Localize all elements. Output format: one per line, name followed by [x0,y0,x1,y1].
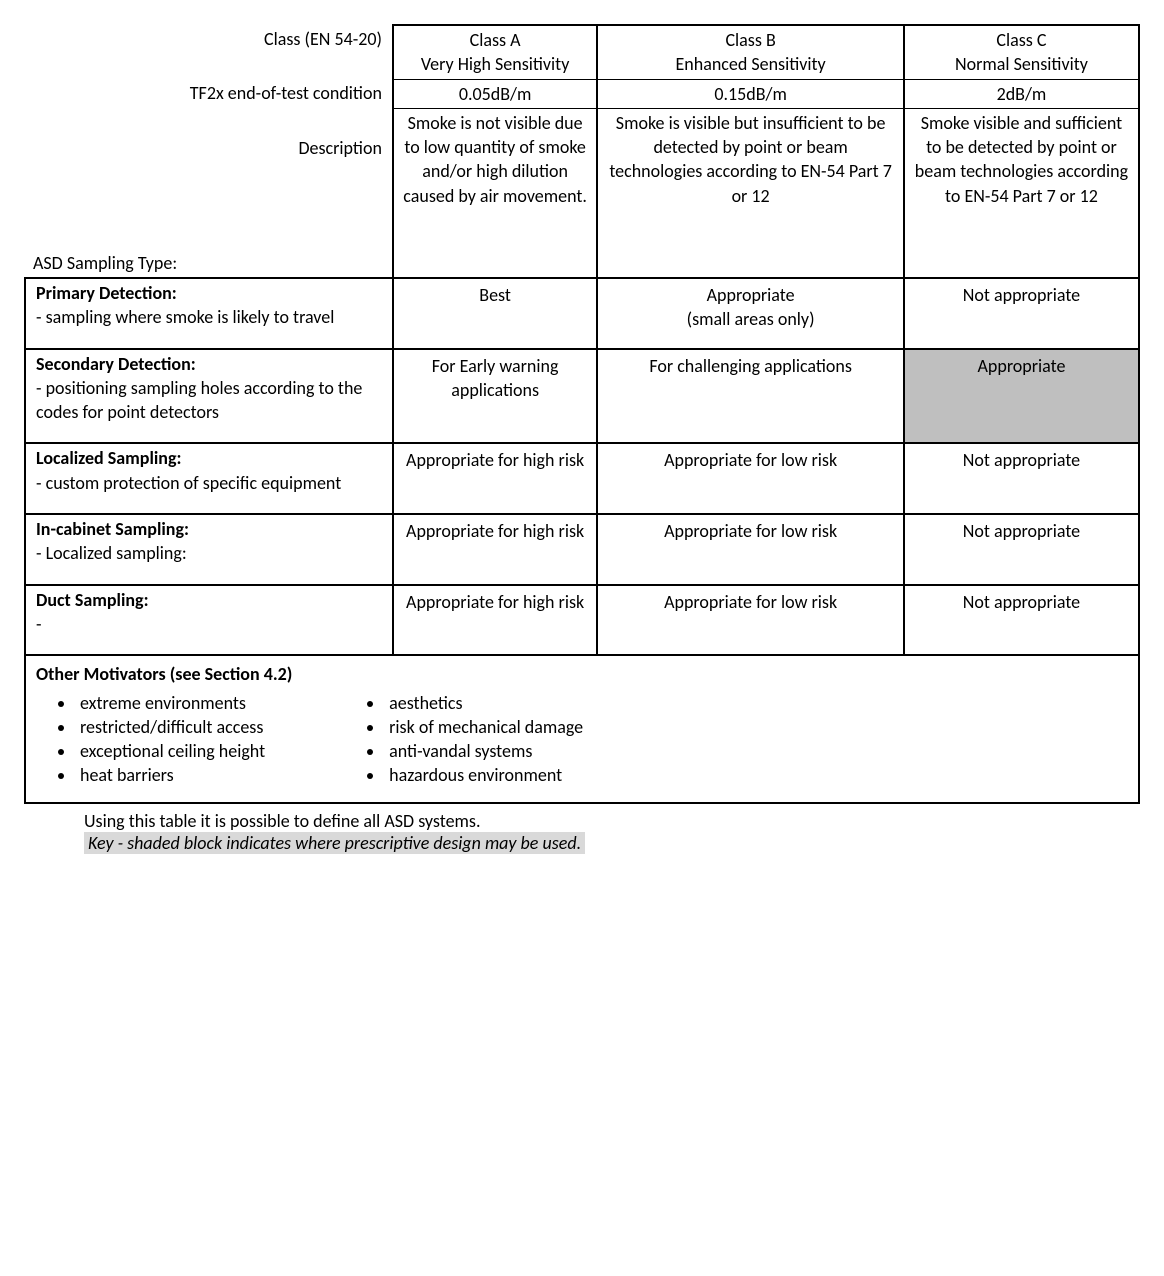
sampling-a-0: Best [393,278,597,349]
motivator-right-2: anti-vandal systems [385,739,583,763]
cell-tf2x-c: 2dB/m [904,79,1139,108]
motivator-left-3: heat barriers [76,763,265,787]
sampling-a-4: Appropriate for high risk [393,585,597,656]
sampling-a-1: For Early warning applications [393,349,597,444]
sampling-row-2: Localized Sampling:- custom protection o… [25,443,1139,514]
cell-desc-c: Smoke visible and sufficient to be detec… [904,108,1139,278]
motivators-row: Other Motivators (see Section 4.2) extre… [25,655,1139,802]
sampling-row-0: Primary Detection:- sampling where smoke… [25,278,1139,349]
sampling-row-1: Secondary Detection:- positioning sampli… [25,349,1139,444]
labels-desc-asd: Description ASD Sampling Type: [25,108,393,278]
sampling-label-2: Localized Sampling:- custom protection o… [25,443,393,514]
sampling-b-3: Appropriate for low risk [597,514,904,585]
label-class: Class (EN 54-20) [25,25,393,79]
footer-line-2: Key - shaded block indicates where presc… [84,832,585,854]
cell-class-c: Class CNormal Sensitivity [904,25,1139,79]
header-row-tf2x: TF2x end-of-test condition 0.05dB/m 0.15… [25,79,1139,108]
motivators-title: Other Motivators (see Section 4.2) [36,662,1128,686]
sampling-a-2: Appropriate for high risk [393,443,597,514]
label-description: Description [33,136,382,160]
sampling-row-4: Duct Sampling:-Appropriate for high risk… [25,585,1139,656]
cell-desc-a: Smoke is not visible due to low quantity… [393,108,597,278]
sampling-b-4: Appropriate for low risk [597,585,904,656]
sampling-c-4: Not appropriate [904,585,1139,656]
motivator-right-3: hazardous environment [385,763,583,787]
sampling-label-0: Primary Detection:- sampling where smoke… [25,278,393,349]
cell-tf2x-b: 0.15dB/m [597,79,904,108]
cell-desc-b: Smoke is visible but insufficient to be … [597,108,904,278]
motivator-right-0: aesthetics [385,691,583,715]
motivator-left-1: restricted/difficult access [76,715,265,739]
label-tf2x: TF2x end-of-test condition [25,79,393,108]
motivator-right-1: risk of mechanical damage [385,715,583,739]
cell-class-b: Class BEnhanced Sensitivity [597,25,904,79]
sampling-c-1: Appropriate [904,349,1139,444]
asd-classification-table: Class (EN 54-20) Class AVery High Sensit… [24,24,1140,804]
sampling-label-1: Secondary Detection:- positioning sampli… [25,349,393,444]
sampling-label-4: Duct Sampling:- [25,585,393,656]
sampling-c-3: Not appropriate [904,514,1139,585]
footer-line-1: Using this table it is possible to defin… [84,810,1140,832]
label-asd-sampling-type: ASD Sampling Type: [33,251,382,275]
sampling-body: Primary Detection:- sampling where smoke… [25,278,1139,655]
motivator-left-0: extreme environments [76,691,265,715]
sampling-row-3: In-cabinet Sampling:- Localized sampling… [25,514,1139,585]
header-row-description: Description ASD Sampling Type: Smoke is … [25,108,1139,278]
sampling-b-1: For challenging applications [597,349,904,444]
sampling-label-3: In-cabinet Sampling:- Localized sampling… [25,514,393,585]
sampling-a-3: Appropriate for high risk [393,514,597,585]
header-row-class: Class (EN 54-20) Class AVery High Sensit… [25,25,1139,79]
motivators-left-list: extreme environmentsrestricted/difficult… [76,691,265,788]
sampling-c-2: Not appropriate [904,443,1139,514]
sampling-b-0: Appropriate(small areas only) [597,278,904,349]
cell-tf2x-a: 0.05dB/m [393,79,597,108]
motivators-right-list: aestheticsrisk of mechanical damageanti-… [385,691,583,788]
motivator-left-2: exceptional ceiling height [76,739,265,763]
sampling-c-0: Not appropriate [904,278,1139,349]
cell-class-a: Class AVery High Sensitivity [393,25,597,79]
sampling-b-2: Appropriate for low risk [597,443,904,514]
